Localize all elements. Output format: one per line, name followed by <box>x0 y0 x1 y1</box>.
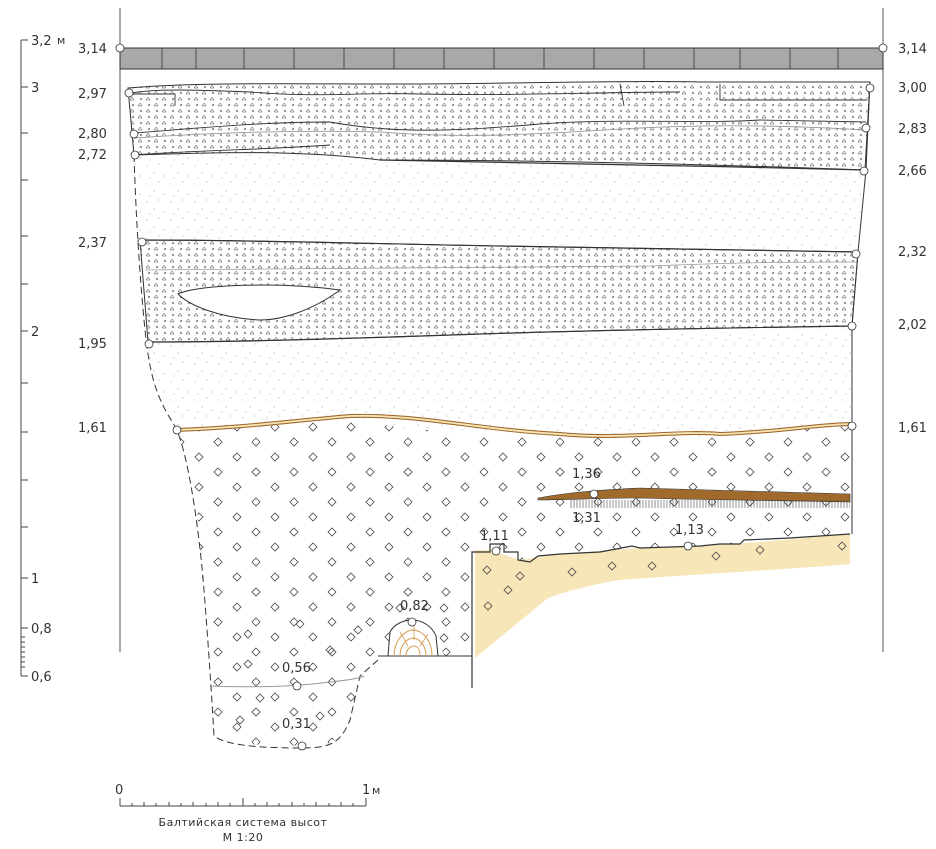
scale-bar-caption: Балтийская система высот <box>159 816 328 829</box>
elev-left-2-37: 2,37 <box>78 236 107 251</box>
elev-right-1-61: 1,61 <box>898 421 927 436</box>
elev-right-2-02: 2,02 <box>898 318 927 333</box>
elev-inner-1-31: 1,31 <box>572 511 601 526</box>
elevation-points <box>115 43 888 751</box>
pit-dashed-outline <box>133 154 361 749</box>
elev-left-3-14: 3,14 <box>78 42 107 57</box>
scale-tick-0-8: 0,8 <box>31 622 52 637</box>
upper-gravel-inner-lines <box>127 83 867 156</box>
boundary-2-66 <box>379 159 866 171</box>
scale-tick-0-6: 0,6 <box>31 670 52 685</box>
lower-sand-layer <box>148 326 852 438</box>
pit-dashed-right <box>359 659 379 677</box>
scale-tick-1: 1 <box>31 572 39 587</box>
hatched-lens-1-31 <box>570 500 850 508</box>
wall-outline <box>471 533 851 660</box>
boundary-2-37 <box>139 239 859 253</box>
gravel-grey-seam <box>133 125 867 139</box>
pavement-layer <box>119 47 884 70</box>
scale-tick-2: 2 <box>31 325 39 340</box>
elev-inner-1-36: 1,36 <box>572 467 601 482</box>
elev-right-3-14: 3,14 <box>898 42 927 57</box>
pit-diamonds-bottom <box>235 603 449 725</box>
scale-bar-end-label: 1 <box>362 783 370 798</box>
elev-left-2-72: 2,72 <box>78 148 107 163</box>
scale-bar: 0 1 м Балтийская система высот М 1:20 <box>115 783 381 844</box>
left-elevation-scale: 3,2 м 3 2 1 0,8 0,6 <box>20 34 66 685</box>
elev-right-3-00: 3,00 <box>898 81 927 96</box>
elev-inner-1-11: 1,11 <box>480 529 509 544</box>
natural-sand-diamonds <box>482 541 847 611</box>
right-boundary-line <box>851 81 871 534</box>
sand-lens <box>177 284 342 321</box>
boundary-1-95 <box>147 325 853 343</box>
scale-tick-3: 3 <box>31 81 39 96</box>
elev-inner-0-56: 0,56 <box>282 661 311 676</box>
elev-right-2-83: 2,83 <box>898 122 927 137</box>
clay-seam-1-61-inner <box>175 414 853 437</box>
elev-inner-0-82: 0,82 <box>400 599 429 614</box>
elev-right-2-32: 2,32 <box>898 245 927 260</box>
natural-sand-layer <box>475 534 850 658</box>
middle-gravel-grey-line <box>144 261 859 271</box>
elev-right-2-66: 2,66 <box>898 164 927 179</box>
upper-sand-layer <box>134 152 865 250</box>
scale-unit: м <box>57 34 66 47</box>
elev-left-1-95: 1,95 <box>78 337 107 352</box>
scale-bar-unit: м <box>372 784 381 797</box>
elev-left-1-61: 1,61 <box>78 421 107 436</box>
elev-inner-0-31: 0,31 <box>282 717 311 732</box>
scale-bar-ratio: М 1:20 <box>223 831 264 844</box>
pit-bottom-line-0-56 <box>209 675 365 688</box>
scale-bar-start-label: 0 <box>115 783 123 798</box>
scale-tick-3-2: 3,2 <box>31 34 52 49</box>
elev-left-2-80: 2,80 <box>78 127 107 142</box>
elev-left-2-97: 2,97 <box>78 87 107 102</box>
elev-inner-1-13: 1,13 <box>675 523 704 538</box>
